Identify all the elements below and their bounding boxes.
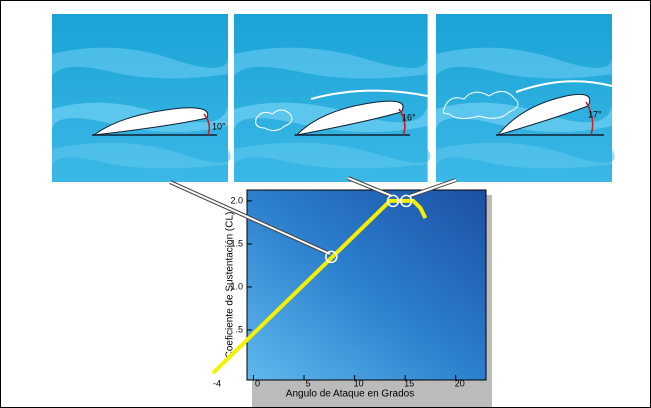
y-tick-label: .5 [235,324,243,334]
angle-label: 10° [212,121,226,131]
panel [52,14,231,182]
y-tick-label: 1.0 [230,281,243,291]
y-tick-label: 1.5 [230,238,243,248]
x-tick-label: -4 [213,378,221,388]
x-tick-label: 20 [455,378,465,388]
plot-area [246,189,487,381]
angle-label: 16° [402,112,416,122]
highlight-circle [325,250,338,264]
connectors [169,176,457,256]
panel [436,14,615,182]
highlight-circle [386,194,400,208]
y-axis-label: Coeficiente de Sustentación (CL) [225,212,236,359]
x-tick-label: 15 [404,378,414,388]
x-tick-label: 5 [306,378,311,388]
lift-curve [211,198,428,375]
angle-label: 17° [588,109,602,119]
x-tick-label: 10 [354,378,364,388]
x-tick-label: 0 [255,378,260,388]
x-axis-label: Angulo de Ataque en Grados [286,389,414,400]
panel [234,14,431,182]
y-tick-label: 2.0 [230,195,243,205]
highlight-circle [399,194,413,208]
